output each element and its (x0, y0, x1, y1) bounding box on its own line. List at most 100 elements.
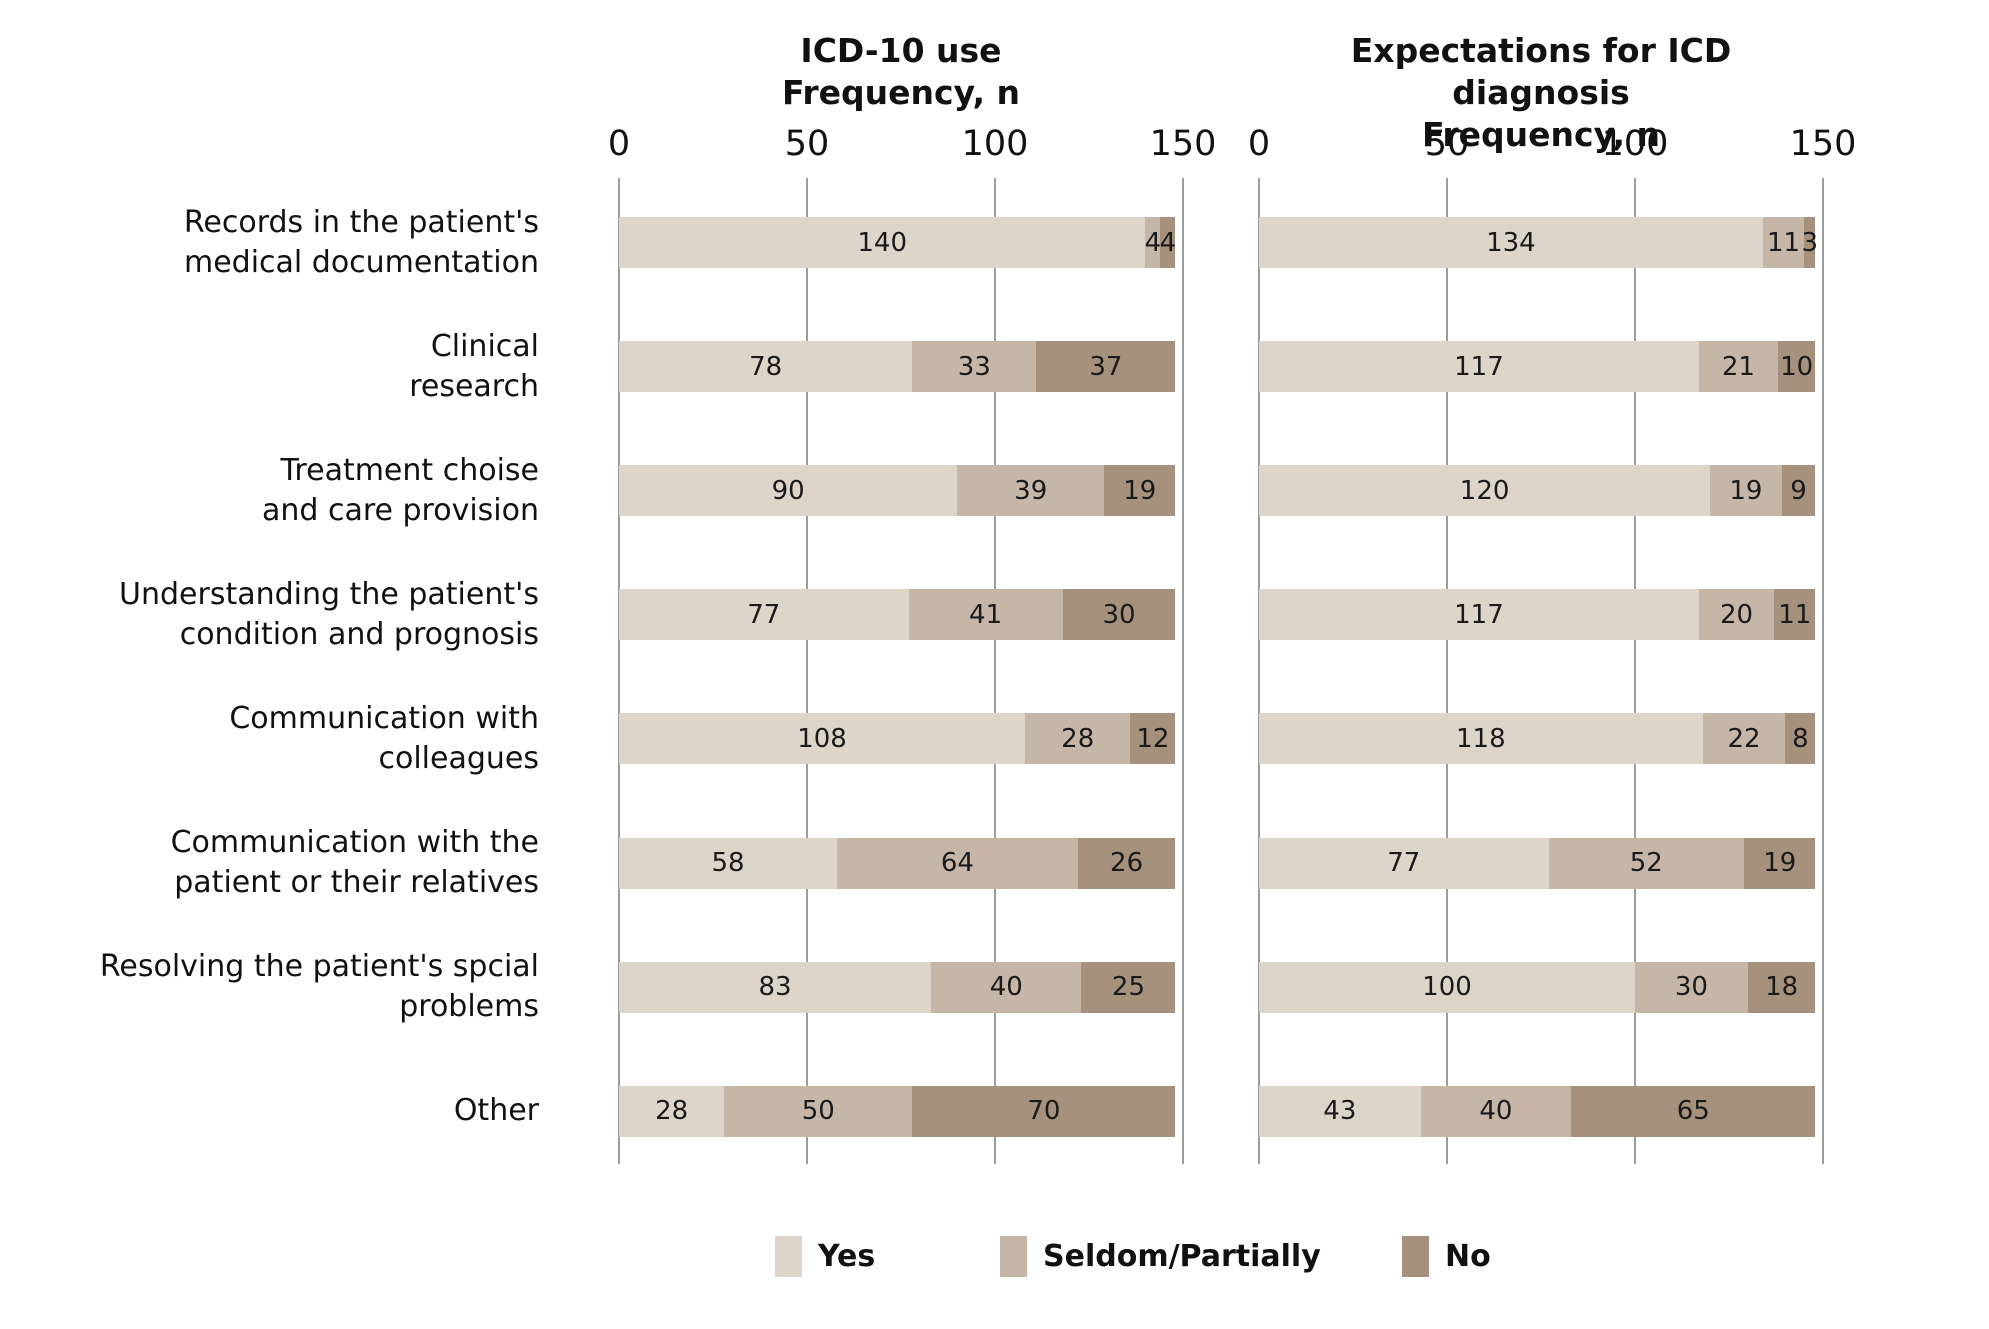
bar-value-label: 70 (1027, 1096, 1061, 1127)
bar-segment-yes: 120 (1259, 465, 1711, 517)
bar-segment-seldom-partially: 41 (908, 589, 1063, 641)
bar-value-label: 108 (797, 723, 847, 754)
bar-segment-seldom-partially: 40 (931, 961, 1082, 1013)
bar-segment-no: 30 (1062, 589, 1176, 641)
bar-value-label: 30 (1102, 599, 1136, 630)
bar-segment-yes: 140 (619, 217, 1146, 268)
legend-item: No (1402, 1236, 1491, 1277)
bar-segment-yes: 117 (1259, 341, 1699, 393)
category-label: Communication with the patient or their … (170, 825, 539, 900)
bar-row: 117 21 10 (1259, 341, 1823, 393)
bar-segment-no: 65 (1571, 1085, 1816, 1137)
bar-row: 90 39 19 (619, 465, 1183, 517)
gridline-x-0 (618, 178, 620, 1164)
bar-segment-no: 10 (1777, 341, 1816, 393)
gridline-x-50 (1446, 178, 1448, 1164)
plot-area-panel-1: 140 4 4 78 33 37 90 39 19 77 41 30 108 28 12 58 64 26 83 40… (618, 178, 1184, 1164)
bar-value-label: 19 (1763, 848, 1797, 878)
legend-label: Seldom/Partially (1043, 1239, 1321, 1274)
bar-segment-yes: 83 (619, 961, 932, 1013)
bar-segment-yes: 134 (1259, 217, 1763, 268)
bar-value-label: 4 (1144, 227, 1162, 258)
bar-segment-no: 11 (1774, 589, 1816, 641)
bar-row: 58 64 26 (619, 837, 1183, 889)
bar-value-label: 118 (1456, 723, 1506, 754)
bar-value-label: 100 (1422, 972, 1472, 1003)
bar-segment-no: 19 (1104, 465, 1176, 517)
bar-value-label: 20 (1719, 599, 1754, 630)
bar-segment-seldom-partially: 20 (1698, 589, 1775, 641)
bar-value-label: 83 (758, 972, 792, 1003)
gridline-x-150 (1822, 178, 1824, 1164)
bar-value-label: 11 (1766, 227, 1801, 258)
left-panel-title-line1: ICD-10 use (800, 31, 1002, 70)
bar-segment-seldom-partially: 50 (724, 1085, 913, 1137)
bar-row: 108 28 12 (619, 713, 1183, 765)
bar-value-label: 3 (1801, 227, 1819, 258)
bar-value-label: 41 (969, 599, 1003, 630)
bar-segment-yes: 108 (619, 713, 1026, 765)
legend-swatch-yes (775, 1236, 802, 1277)
bar-value-label: 8 (1792, 723, 1809, 754)
bar-value-label: 50 (801, 1096, 835, 1127)
gridline-x-50 (806, 178, 808, 1164)
bar-value-label: 28 (1061, 723, 1095, 754)
bar-segment-seldom-partially: 28 (1025, 713, 1131, 765)
gridline-x-100 (1634, 178, 1636, 1164)
bar-value-label: 22 (1727, 723, 1761, 754)
bar-segment-seldom-partially: 39 (957, 465, 1105, 517)
plot-area-panel-2: 134 11 3 117 21 10 120 19 9 117 20 11 118 22 8 77 52 19 10… (1258, 178, 1824, 1164)
bar-row: 78 33 37 (619, 341, 1183, 393)
bar-value-label: 40 (1479, 1096, 1513, 1127)
bar-value-label: 39 (1014, 475, 1048, 506)
x-tick-label: 100 (1601, 124, 1669, 164)
bar-value-label: 43 (1323, 1096, 1357, 1127)
bar-segment-yes: 78 (619, 341, 913, 393)
legend-label: Yes (818, 1239, 876, 1274)
x-tick-label: 50 (1424, 124, 1470, 164)
bar-segment-yes: 43 (1259, 1085, 1421, 1137)
bar-segment-no: 70 (912, 1085, 1176, 1137)
bar-value-label: 77 (747, 599, 781, 630)
left-panel-title: ICD-10 use Frequency, n (619, 30, 1183, 114)
bar-segment-yes: 117 (1259, 589, 1699, 641)
bar-segment-no: 37 (1036, 341, 1176, 393)
bar-segment-no: 4 (1160, 217, 1176, 268)
bar-value-label: 65 (1676, 1096, 1710, 1127)
bar-segment-no: 26 (1077, 837, 1176, 889)
bar-value-label: 140 (857, 227, 908, 258)
bar-segment-yes: 118 (1259, 713, 1703, 765)
bar-value-label: 40 (989, 972, 1023, 1003)
x-tick-label: 150 (1789, 124, 1857, 164)
x-tick-label: 50 (784, 124, 830, 164)
bar-segment-yes: 77 (619, 589, 909, 641)
bar-segment-seldom-partially: 64 (837, 837, 1078, 889)
bar-value-label: 19 (1729, 475, 1763, 506)
bar-value-label: 28 (655, 1096, 689, 1127)
legend-swatch-no (1402, 1236, 1429, 1277)
bar-row: 77 52 19 (1259, 837, 1823, 889)
bar-segment-yes: 90 (619, 465, 958, 517)
bar-segment-seldom-partially: 40 (1420, 1085, 1572, 1137)
bar-segment-yes: 100 (1259, 961, 1635, 1013)
x-tick-label: 0 (607, 124, 631, 164)
bar-row: 118 22 8 (1259, 713, 1823, 765)
bar-value-label: 117 (1454, 351, 1504, 382)
bar-value-label: 90 (771, 475, 805, 506)
bar-segment-seldom-partially: 19 (1710, 465, 1782, 517)
bar-value-label: 120 (1459, 475, 1510, 506)
bar-row: 43 40 65 (1259, 1085, 1823, 1137)
bar-row: 134 11 3 (1259, 217, 1823, 268)
bar-value-label: 9 (1790, 475, 1807, 506)
bar-row: 117 20 11 (1259, 589, 1823, 641)
bar-segment-seldom-partially: 21 (1698, 341, 1778, 393)
category-label: Records in the patient's medical documen… (183, 204, 539, 280)
category-label: Other (453, 1093, 539, 1129)
gridline-x-100 (994, 178, 996, 1164)
bar-value-label: 19 (1123, 475, 1157, 506)
bar-row: 140 4 4 (619, 217, 1183, 268)
gridline-x-150 (1182, 178, 1184, 1164)
bar-value-label: 78 (749, 351, 783, 382)
bar-segment-no: 3 (1802, 217, 1818, 268)
